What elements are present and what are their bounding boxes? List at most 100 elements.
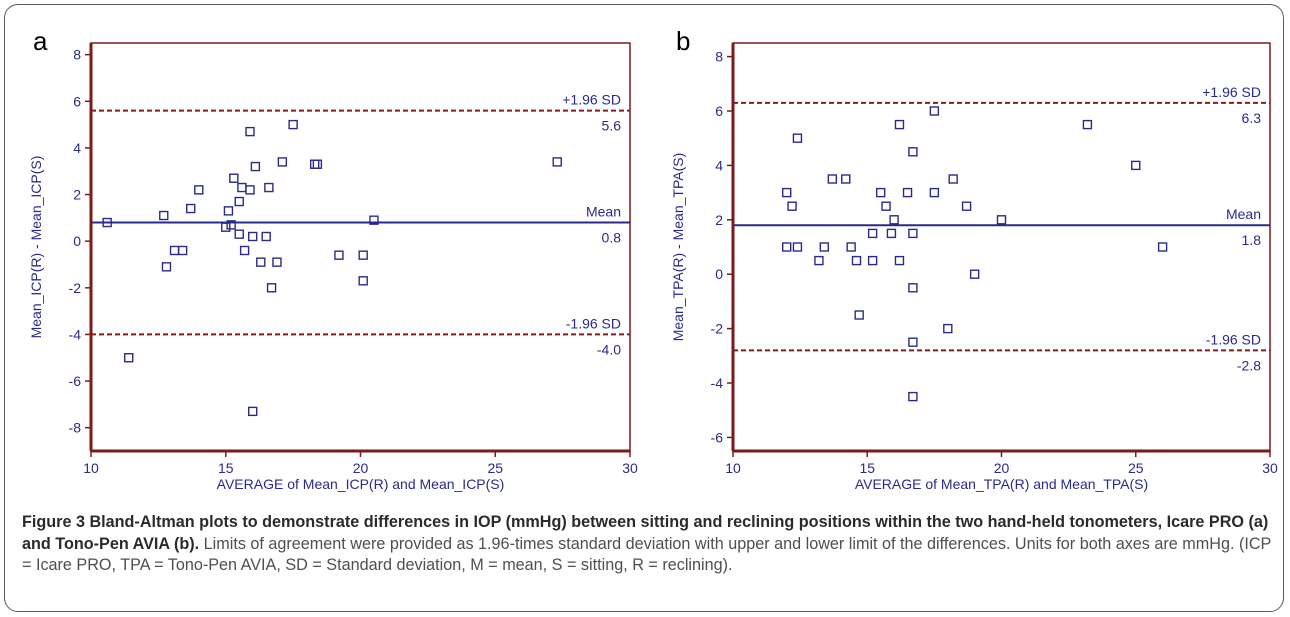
chart-a-data-point: [186, 203, 196, 214]
chart-a-y-tick-label: 8: [73, 47, 81, 63]
chart-b-data-point: [996, 215, 1007, 225]
chart-b-y-tick-label: -2: [711, 321, 724, 337]
chart-a-data-point: [221, 222, 231, 232]
chart-b-data-point: [881, 201, 891, 211]
chart-b-data-point: [943, 323, 953, 334]
chart-b-data-point: [819, 242, 829, 252]
chart-a-data-point: [312, 159, 323, 169]
chart-b-data-point: [1131, 160, 1141, 171]
chart-a-x-tick-label: 25: [487, 460, 503, 476]
chart-a-lower-loa-value: -4.0: [597, 341, 621, 357]
chart-b-mean-label: Mean: [1226, 206, 1261, 222]
chart-b-data-point: [894, 255, 905, 266]
chart-a-data-point: [256, 257, 266, 267]
chart-a-data-point: [194, 185, 204, 195]
chart-a-data-point: [358, 276, 368, 286]
chart-a-data-point: [250, 161, 261, 172]
chart-b-lower-loa-label: -1.96 SD: [1206, 331, 1261, 347]
chart-b-upper-loa-label: +1.96 SD: [1202, 84, 1261, 100]
caption-title: Figure 3 Bland-Altman plots to demonstra…: [22, 513, 1269, 553]
chart-b-data-point: [846, 242, 856, 252]
chart-b-data-point: [867, 228, 878, 239]
chart-a-data-point: [239, 245, 250, 256]
chart-b-x-tick-label: 25: [1128, 460, 1144, 476]
chart-b-data-point: [889, 215, 899, 225]
chart-a-x-axis-label: AVERAGE of Mean_ICP(R) and Mean_ICP(S): [217, 476, 505, 492]
chart-a-data-point: [264, 182, 274, 193]
chart-b-data-point: [908, 228, 918, 239]
chart-a-data-point: [223, 206, 234, 216]
chart-a-data-point: [334, 250, 344, 260]
chart-b-data-point: [961, 201, 972, 211]
chart-b-y-tick-label: 2: [715, 212, 723, 228]
chart-a-x-tick-label: 30: [622, 460, 638, 476]
chart-a-data-point: [237, 182, 247, 193]
chart-a-y-tick-label: -8: [69, 420, 82, 436]
chart-a-data-point: [124, 353, 134, 363]
chart-b-data-point: [787, 201, 797, 211]
chart-b-y-tick-label: 0: [715, 266, 723, 282]
chart-b-x-axis-label: AVERAGE of Mean_TPA(R) and Mean_TPA(S): [855, 476, 1148, 492]
chart-b-x-tick-label: 30: [1262, 460, 1278, 476]
chart-b-x-tick-label: 10: [725, 460, 741, 476]
chart-a-y-axis-label: Mean_ICP(R) - Mean_ICP(S): [28, 156, 44, 339]
chart-a-y-tick-label: -2: [69, 280, 82, 296]
chart-b-data-point: [792, 242, 803, 252]
chart-b-y-tick-label: 8: [715, 49, 723, 65]
chart-b-data-point: [875, 187, 886, 198]
chart-a-data-point: [234, 196, 244, 207]
chart-a-data-point: [369, 215, 379, 225]
chart-a-lower-loa-label: -1.96 SD: [566, 315, 621, 331]
chart-a-y-tick-label: 0: [73, 233, 81, 249]
chart-b-y-tick-label: -4: [711, 375, 724, 391]
chart-a-data-point: [102, 217, 112, 228]
chart-a-data-point: [245, 126, 255, 137]
chart-a-data-point: [266, 283, 277, 293]
chart-a-y-tick-label: 2: [73, 187, 81, 203]
chart-b-data-point: [948, 174, 958, 184]
chart-b-data-point: [814, 255, 824, 266]
chart-a-data-point: [234, 229, 244, 239]
figure-frame: [4, 4, 1284, 612]
chart-b-data-point: [886, 228, 897, 239]
chart-a-data-point: [247, 406, 258, 417]
figure-caption: Figure 3 Bland-Altman plots to demonstra…: [22, 512, 1272, 577]
chart-a-data-point: [229, 173, 239, 183]
chart-b-panel-label: b: [676, 26, 690, 56]
chart-b-x-tick-label: 20: [994, 460, 1010, 476]
chart-b-x-tick-label: 15: [859, 460, 875, 476]
chart-b-data-point: [908, 391, 918, 402]
chart-b-data-point: [969, 269, 980, 279]
chart-b-lower-loa-value: -2.8: [1237, 357, 1261, 373]
chart-b-y-tick-label: -6: [711, 429, 724, 445]
chart-a-data-point: [309, 159, 320, 169]
chart-a-data-point: [177, 245, 188, 256]
chart-b-data-point: [1082, 119, 1093, 130]
chart-a-data-point: [161, 262, 172, 272]
chart-a-data-point: [288, 119, 298, 130]
chart-b-plot-frame: [732, 42, 1271, 452]
chart-b-y-tick-label: 4: [715, 157, 723, 173]
chart-b-data-point: [827, 174, 838, 184]
chart-a-x-tick-label: 10: [83, 460, 99, 476]
chart-b-data-point: [854, 310, 864, 320]
chart-b-data-point: [841, 174, 851, 184]
chart-b-data-point: [908, 147, 918, 157]
chart-a-y-tick-label: 4: [73, 140, 81, 156]
chart-a-data-point: [272, 257, 282, 267]
chart-b-data-point: [902, 187, 913, 198]
chart-a-mean-value: 0.8: [602, 230, 622, 246]
chart-a-data-point: [226, 220, 236, 230]
chart-b-data-point: [1157, 242, 1168, 252]
chart-a-y-tick-label: -6: [69, 373, 82, 389]
chart-b-mean-value: 1.8: [1242, 232, 1262, 248]
chart-a-data-point: [247, 231, 258, 242]
chart-b-y-tick-label: 6: [715, 103, 723, 119]
chart-a-data-point: [261, 231, 271, 242]
chart-b-data-point: [851, 255, 862, 266]
chart-b-upper-loa-value: 6.3: [1242, 110, 1262, 126]
chart-a-y-tick-label: 6: [73, 93, 81, 109]
chart-b-data-point: [782, 187, 792, 198]
chart-b-y-axis-label: Mean_TPA(R) - Mean_TPA(S): [670, 153, 686, 342]
